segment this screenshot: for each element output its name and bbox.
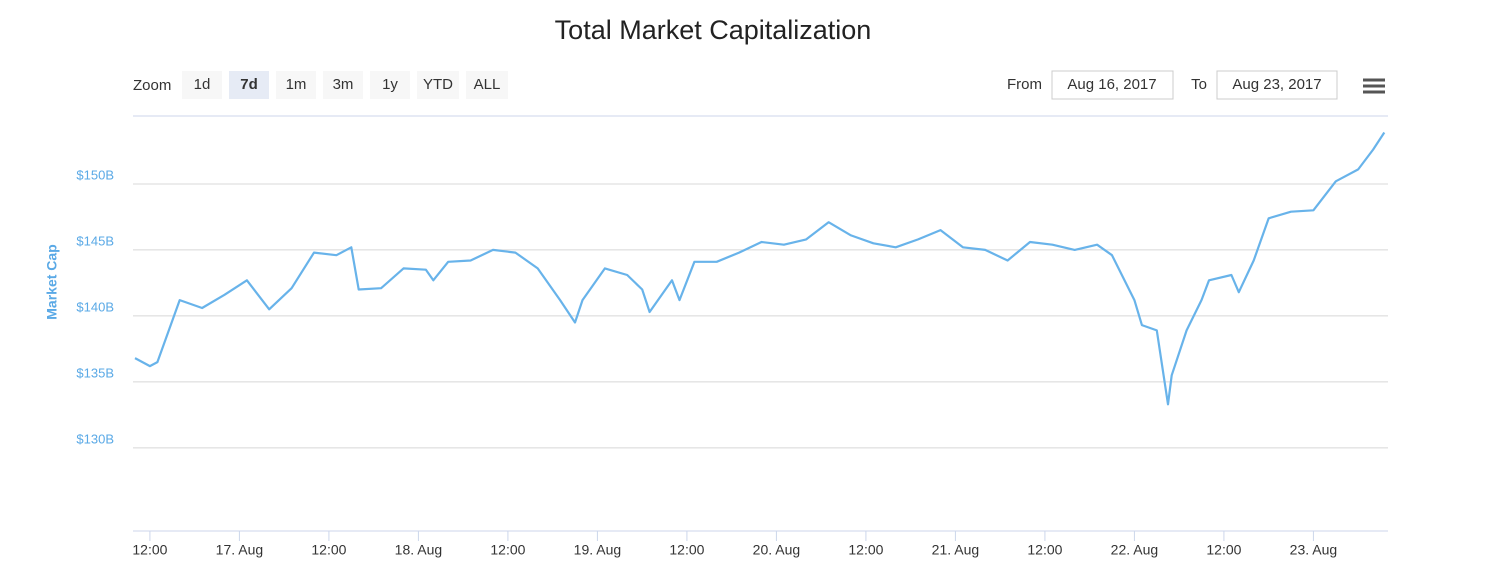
to-input[interactable] xyxy=(1216,70,1338,100)
x-tick-label: 12:00 xyxy=(132,542,167,558)
zoom-button-label[interactable]: 1y xyxy=(382,76,398,93)
zoom-button-label[interactable]: 3m xyxy=(333,76,354,93)
zoom-button[interactable] xyxy=(370,71,410,99)
x-tick-label: 17. Aug xyxy=(216,542,264,558)
y-tick-label: $150B xyxy=(76,167,114,182)
menu-button[interactable] xyxy=(1363,78,1385,94)
zoom-label: Zoom xyxy=(133,77,171,94)
x-tick-label: 22. Aug xyxy=(1111,542,1159,558)
zoom-button-label[interactable]: 1m xyxy=(286,76,307,93)
y-tick-label: $135B xyxy=(76,365,114,380)
y-tick-label: $140B xyxy=(76,299,114,314)
zoom-button[interactable] xyxy=(466,71,508,99)
y-tick-label: $145B xyxy=(76,233,114,248)
x-tick-label: 12:00 xyxy=(669,542,704,558)
x-tick-label: 12:00 xyxy=(311,542,346,558)
x-tick-label: 19. Aug xyxy=(574,542,622,558)
x-tick-label: 12:00 xyxy=(1027,542,1062,558)
from-input[interactable] xyxy=(1051,70,1174,100)
y-tick-label: $130B xyxy=(76,431,114,446)
x-tick-label: 21. Aug xyxy=(932,542,980,558)
x-tick-label: 12:00 xyxy=(1206,542,1241,558)
chart-title: Total Market Capitalization xyxy=(555,15,872,45)
zoom-button[interactable] xyxy=(182,71,222,99)
zoom-button[interactable] xyxy=(417,71,459,99)
x-tick-label: 23. Aug xyxy=(1290,542,1338,558)
y-axis-title: Market Cap xyxy=(44,244,60,319)
zoom-button-label[interactable]: 1d xyxy=(194,76,211,93)
x-tick-label: 18. Aug xyxy=(395,542,443,558)
zoom-button[interactable] xyxy=(229,71,269,99)
zoom-button-label[interactable]: ALL xyxy=(474,76,501,93)
zoom-button-label[interactable]: YTD xyxy=(423,76,453,93)
to-label: To xyxy=(1191,76,1207,93)
zoom-button[interactable] xyxy=(276,71,316,99)
from-value[interactable]: Aug 16, 2017 xyxy=(1067,76,1156,93)
zoom-button[interactable] xyxy=(323,71,363,99)
x-tick-label: 12:00 xyxy=(490,542,525,558)
to-value[interactable]: Aug 23, 2017 xyxy=(1232,76,1321,93)
from-label: From xyxy=(1007,76,1042,93)
x-tick-label: 12:00 xyxy=(848,542,883,558)
line-series xyxy=(134,131,1386,406)
x-tick-label: 20. Aug xyxy=(753,542,801,558)
zoom-button-label[interactable]: 7d xyxy=(240,76,258,93)
